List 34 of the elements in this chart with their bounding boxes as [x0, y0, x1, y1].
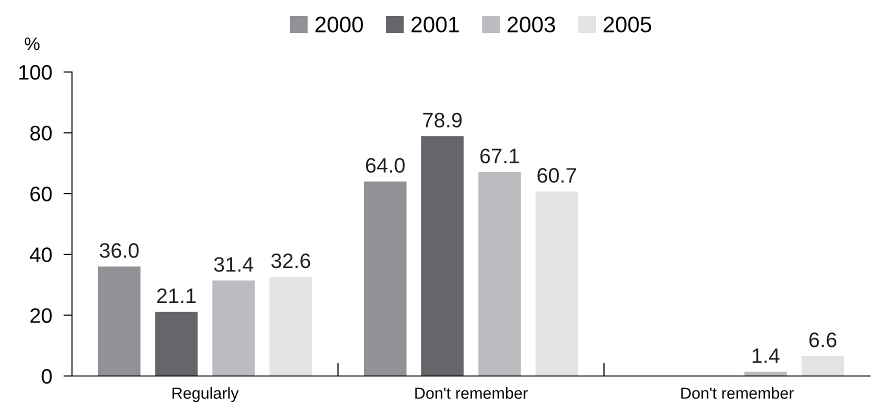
data-label: 6.6	[809, 332, 836, 348]
y-tick-label: 0	[42, 369, 52, 384]
bar	[744, 372, 787, 376]
data-label: 67.1	[480, 148, 519, 164]
bar	[364, 181, 406, 376]
y-tick-label: 100	[19, 65, 52, 80]
x-tick-label: Regularly	[172, 387, 239, 402]
bar	[98, 266, 140, 376]
y-tick-label: 20	[30, 308, 52, 323]
bar	[212, 280, 255, 376]
data-label: 21.1	[157, 288, 196, 303]
y-tick-label: 80	[30, 126, 52, 141]
y-tick-label: 60	[30, 186, 52, 202]
data-label: 78.9	[423, 112, 462, 128]
bar	[478, 172, 521, 376]
data-label: 60.7	[538, 168, 576, 183]
data-label: 32.6	[271, 253, 310, 268]
data-label: 64.0	[366, 158, 405, 173]
bar	[155, 312, 198, 376]
legend-label: 2001	[412, 16, 459, 32]
y-axis-title: %	[24, 37, 40, 50]
bar	[270, 276, 312, 376]
data-label: 31.4	[214, 257, 254, 272]
legend-label: 2000	[315, 16, 363, 32]
legend-label: 2003	[508, 16, 556, 32]
bar	[421, 136, 464, 376]
data-label: 36.0	[100, 243, 139, 258]
x-tick-label: Don't remember	[415, 387, 528, 399]
x-tick-label: Don't remember	[681, 387, 794, 399]
legend-label: 2005	[604, 16, 652, 32]
bar	[802, 356, 844, 376]
y-tick-label: 40	[30, 247, 52, 262]
data-label: 1.4	[752, 348, 780, 363]
bar	[536, 191, 578, 376]
